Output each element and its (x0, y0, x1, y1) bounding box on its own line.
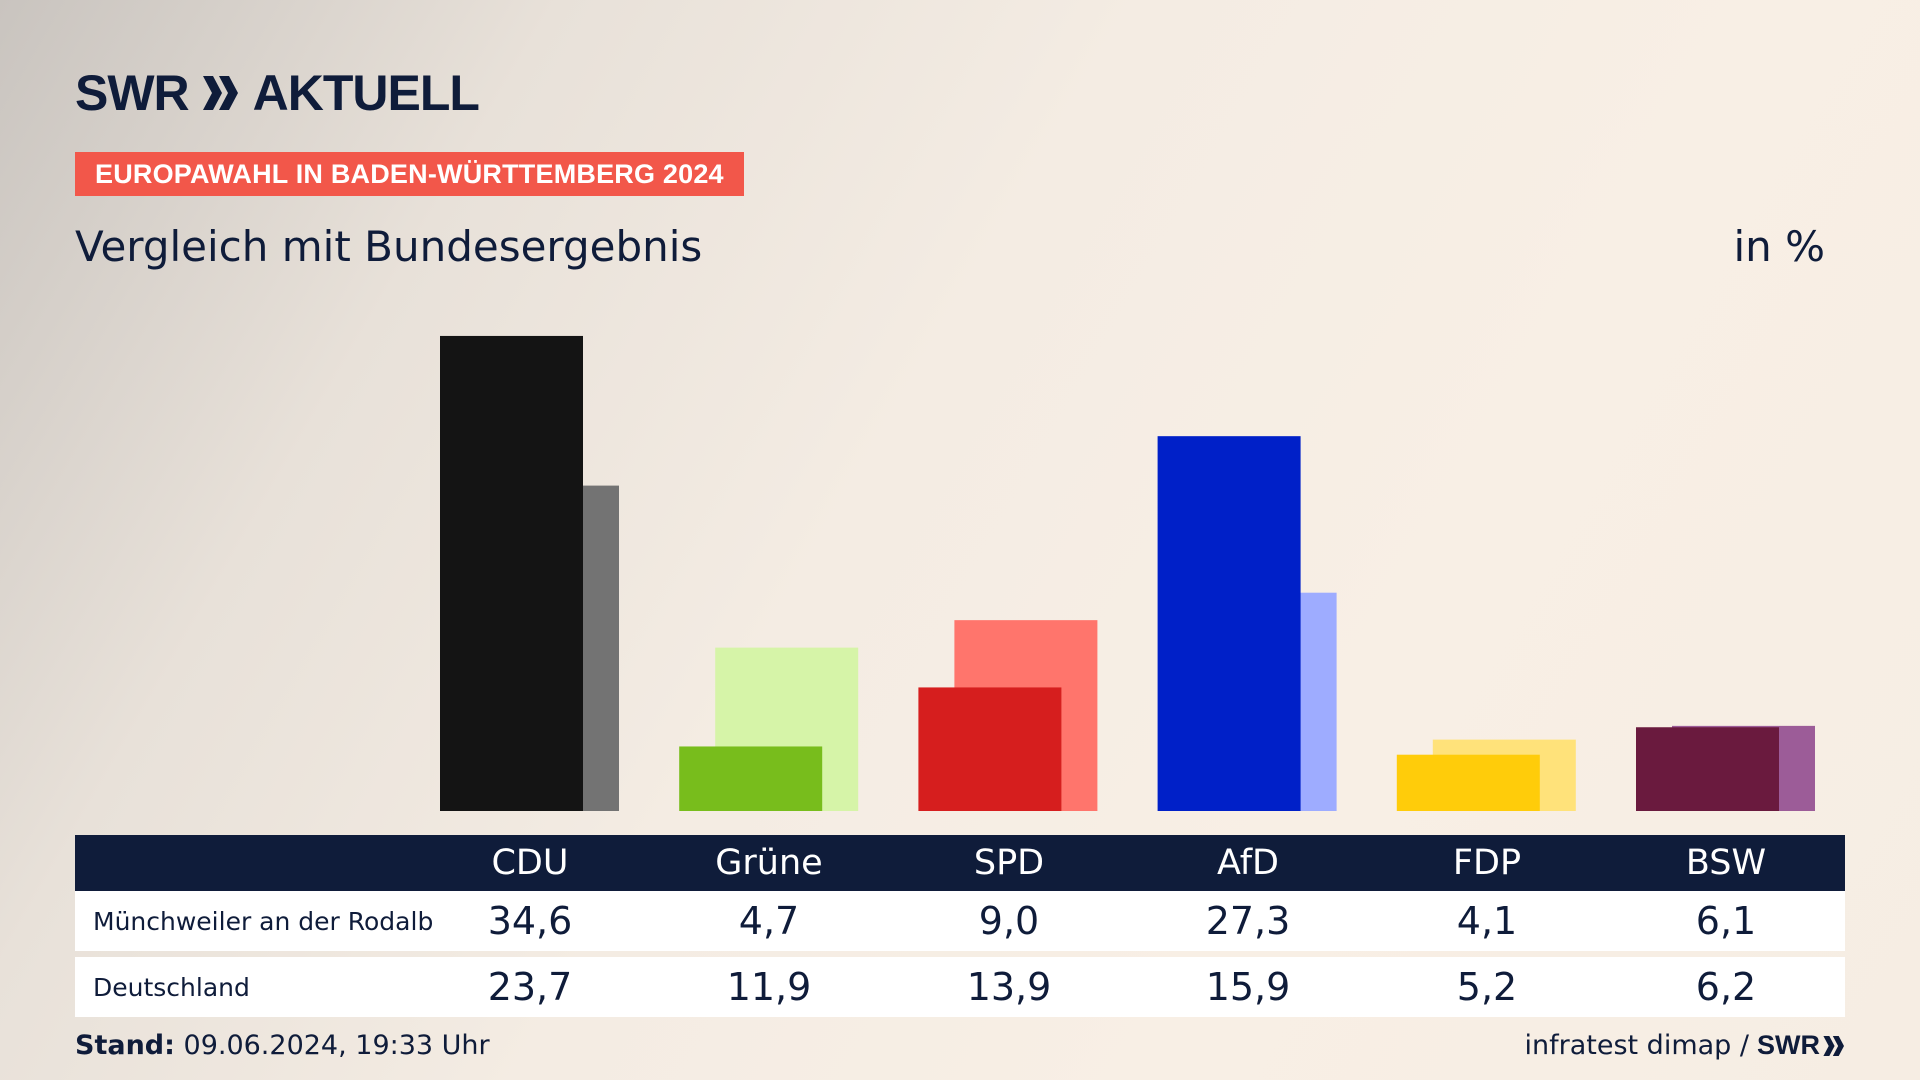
stand-label: Stand: (75, 1030, 175, 1061)
local-bar-cdu (440, 335, 583, 811)
timestamp: Stand: 09.06.2024, 19:33 Uhr (75, 1030, 490, 1061)
row-label-local: Münchweiler an der Rodalb (93, 906, 434, 936)
chart-subtitle: Vergleich mit Bundesergebnis (75, 222, 703, 271)
local-value-afd: 27,3 (1205, 899, 1291, 943)
header-party-bsw: BSW (1685, 843, 1767, 883)
bar-chart (440, 335, 1815, 811)
national-value-afd: 15,9 (1205, 965, 1291, 1009)
source-text: infratest dimap / (1524, 1030, 1749, 1061)
local-value-gruene: 4,7 (738, 899, 800, 943)
local-bar-fdp (1396, 754, 1540, 811)
election-badge: EUROPAWAHL IN BADEN-WÜRTTEMBERG 2024 (75, 152, 744, 196)
local-bar-bsw (1636, 727, 1779, 811)
double-chevron-icon (202, 76, 239, 110)
swr-aktuell-logo: SWR AKTUELL (75, 65, 480, 121)
row-label-national: Deutschland (93, 972, 250, 1002)
results-table: CDU Grüne SPD AfD FDP BSW Münchweiler an… (75, 835, 1845, 1017)
local-value-spd: 9,0 (978, 899, 1040, 943)
header-party-afd: AfD (1217, 843, 1279, 883)
local-value-fdp: 4,1 (1456, 899, 1518, 943)
header-party-gruene: Grüne (715, 843, 823, 883)
local-value-bsw: 6,1 (1695, 899, 1757, 943)
local-value-cdu: 34,6 (487, 899, 573, 943)
header-party-fdp: FDP (1452, 843, 1522, 883)
header-party-spd: SPD (973, 843, 1045, 883)
header-party-cdu: CDU (491, 843, 569, 883)
local-bar-gruene (679, 746, 823, 811)
national-value-cdu: 23,7 (487, 965, 573, 1009)
local-bar-spd (918, 687, 1062, 811)
table-header: CDU Grüne SPD AfD FDP BSW (75, 835, 1845, 891)
source-credit: infratest dimap / SWR (1524, 1030, 1845, 1061)
logo-swr-text: SWR (75, 65, 190, 121)
national-value-fdp: 5,2 (1456, 965, 1518, 1009)
stand-value: 09.06.2024, 19:33 Uhr (183, 1030, 490, 1061)
national-value-spd: 13,9 (966, 965, 1052, 1009)
unit-label: in % (1733, 222, 1825, 271)
local-bar-afd (1157, 436, 1301, 811)
table-row-local: Münchweiler an der Rodalb 34,6 4,7 9,0 2… (75, 891, 1845, 951)
swr-small-text: SWR (1757, 1030, 1820, 1060)
logo-aktuell-text: AKTUELL (252, 65, 480, 121)
table-row-national: Deutschland 23,7 11,9 13,9 15,9 5,2 6,2 (75, 957, 1845, 1017)
small-double-chevron-icon (1823, 1035, 1844, 1056)
national-value-gruene: 11,9 (726, 965, 812, 1009)
national-value-bsw: 6,2 (1695, 965, 1757, 1009)
swr-small-logo: SWR (1757, 1030, 1845, 1061)
